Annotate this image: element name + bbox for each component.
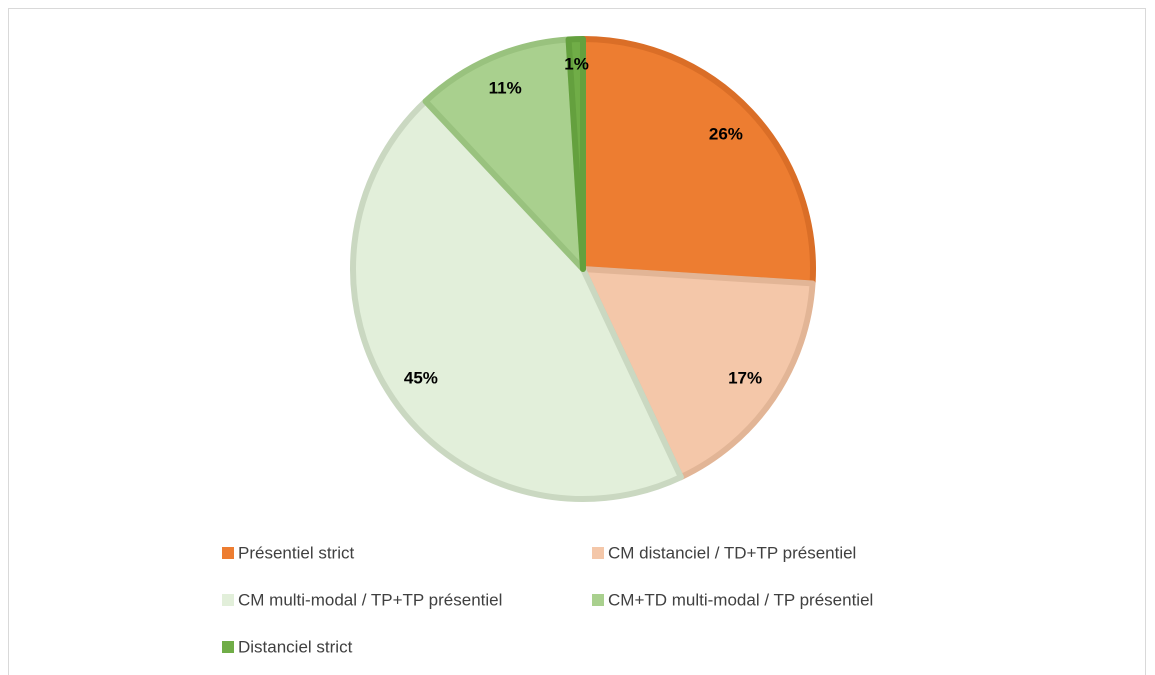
pie-slice	[565, 36, 586, 272]
legend-swatch	[592, 594, 604, 606]
pie-slice	[580, 266, 816, 481]
legend-swatch	[592, 547, 604, 559]
legend-swatch	[222, 641, 234, 653]
data-label: 11%	[489, 79, 522, 98]
legend-label: CM distanciel / TD+TP présentiel	[608, 543, 856, 562]
legend-label: CM multi-modal / TP+TP présentiel	[238, 590, 502, 609]
data-label: 17%	[728, 369, 762, 388]
pie-slice	[422, 36, 586, 272]
data-label: 1%	[564, 55, 589, 74]
legend-label: Présentiel strict	[238, 543, 354, 562]
legend-swatch	[222, 594, 234, 606]
data-label: 45%	[404, 369, 438, 388]
pie-slice	[350, 98, 684, 502]
pie-slice	[580, 36, 816, 287]
data-label: 26%	[709, 124, 743, 143]
legend-label: Distanciel strict	[238, 637, 353, 656]
legend-label: CM+TD multi-modal / TP présentiel	[608, 590, 873, 609]
legend-swatch	[222, 547, 234, 559]
